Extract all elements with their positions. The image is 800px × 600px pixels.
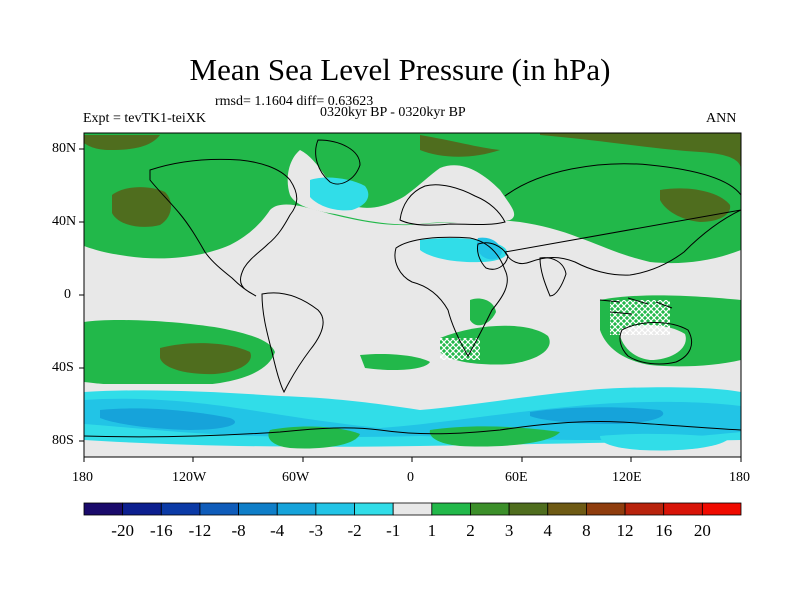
field-north-olive-2 xyxy=(84,135,160,150)
field-natlantic-cyan xyxy=(310,177,369,211)
hatch-africa xyxy=(440,338,480,360)
field-south-olive xyxy=(160,343,251,375)
colorbar-label: 20 xyxy=(694,521,711,540)
coast-asia xyxy=(504,163,741,276)
lat-label-0: 0 xyxy=(64,287,71,302)
stats-text: rmsd= 1.1604 diff= 0.63623 xyxy=(215,94,374,109)
period-label: 0320kyr BP - 0320kyr BP xyxy=(320,105,466,120)
colorbar-label: -12 xyxy=(189,521,212,540)
field-north-olive-1 xyxy=(540,133,741,170)
colorbar-label: 16 xyxy=(655,521,672,540)
colorbar-swatch xyxy=(701,502,742,516)
field-nepacific-olive xyxy=(660,188,731,222)
coastlines xyxy=(84,139,741,438)
coast-india xyxy=(539,257,567,297)
coast-africa xyxy=(394,236,508,358)
lat-label-40n: 40N xyxy=(52,214,77,229)
colorbar-swatch xyxy=(315,502,355,516)
colorbar-swatch xyxy=(431,502,471,516)
lat-label-80n: 80N xyxy=(52,141,77,156)
colorbar-swatch xyxy=(547,502,587,516)
hatch-maritime xyxy=(610,300,670,335)
field-antarctic-green-2 xyxy=(429,426,560,447)
field-northpacific-olive xyxy=(112,187,172,227)
colorbar-swatch xyxy=(508,502,549,516)
colorbar-swatch xyxy=(276,502,317,516)
lon-label-0: 0 xyxy=(407,470,414,485)
lat-label-80s: 80S xyxy=(52,433,74,448)
colorbar-swatch xyxy=(160,502,201,516)
field-antarctic-neutral xyxy=(84,440,741,457)
colorbar-swatch xyxy=(624,502,665,516)
colorbar-label: 1 xyxy=(428,521,437,540)
colorbar-swatch xyxy=(122,502,162,516)
lon-label-180w: 180 xyxy=(72,470,93,485)
lon-label-60e: 60E xyxy=(505,470,528,485)
colorbar-label: -1 xyxy=(386,521,400,540)
colorbar-label: 3 xyxy=(505,521,514,540)
lon-label-120e: 120E xyxy=(612,470,642,485)
colorbar-swatch xyxy=(238,502,278,516)
coast-antarctica xyxy=(84,420,741,438)
colorbar-label: -3 xyxy=(309,521,323,540)
field-so-blue-2 xyxy=(530,407,664,424)
field-arctic-olive xyxy=(420,135,500,157)
colorbar-swatch xyxy=(83,502,124,516)
field-pacific-sgreen xyxy=(360,353,430,370)
field-antarctic-green xyxy=(268,426,360,449)
lon-label-180e: 180 xyxy=(729,470,750,485)
map-field xyxy=(84,133,741,457)
coast-indonesia xyxy=(599,297,673,315)
colorbar-label: 8 xyxy=(582,521,591,540)
colorbar-label: -8 xyxy=(232,521,246,540)
field-so-blue-1 xyxy=(100,408,236,430)
colorbar-label: -20 xyxy=(111,521,134,540)
lat-label-40s: 40S xyxy=(52,360,74,375)
map-title: Mean Sea Level Pressure (in hPa) xyxy=(189,52,611,87)
colorbar-swatch xyxy=(586,502,626,516)
season-label: ANN xyxy=(706,111,737,126)
field-antarctic-cyan xyxy=(600,433,730,451)
colorbar-swatch xyxy=(199,502,239,516)
colorbar-swatch xyxy=(354,502,394,516)
colorbar-label: -16 xyxy=(150,521,173,540)
lon-label-120w: 120W xyxy=(172,470,207,485)
coast-australia xyxy=(619,322,692,365)
axis-ticks xyxy=(79,148,742,462)
colorbar-label: 4 xyxy=(544,521,553,540)
coast-arabia xyxy=(477,242,509,270)
colorbar-swatch xyxy=(392,502,433,516)
coast-north-america xyxy=(149,158,298,297)
colorbar-label: -4 xyxy=(270,521,285,540)
colorbar-swatch xyxy=(470,502,510,516)
colorbar: -20 -16 -12 -8 -4 -3 -2 -1 1 2 3 4 8 12 16 20 xyxy=(83,502,742,540)
coast-greenland xyxy=(315,139,361,185)
colorbar-label: 2 xyxy=(466,521,475,540)
expt-label: Expt = tevTK1-teiXK xyxy=(83,111,206,126)
colorbar-label: -2 xyxy=(347,521,361,540)
lon-label-60w: 60W xyxy=(282,470,310,485)
colorbar-swatch xyxy=(663,502,703,516)
colorbar-label: 12 xyxy=(617,521,634,540)
coast-europe xyxy=(399,184,506,226)
coast-south-america xyxy=(261,292,324,394)
field-africa-green xyxy=(470,298,496,326)
